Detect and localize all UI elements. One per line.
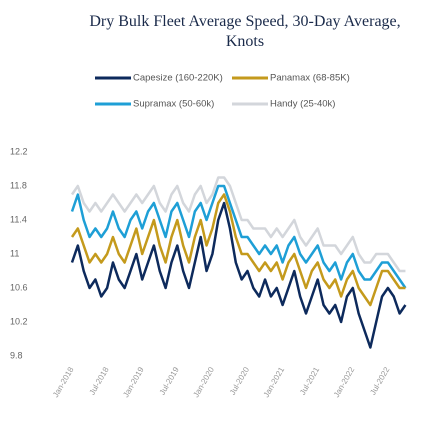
series-line bbox=[70, 184, 407, 289]
x-tick-label: Jul-2019 bbox=[158, 365, 181, 397]
y-tick-label: 11 bbox=[10, 248, 19, 258]
y-tick-label: 11.4 bbox=[10, 214, 27, 224]
x-tick-label: Jan-2019 bbox=[121, 365, 146, 399]
series-line bbox=[70, 201, 407, 349]
y-tick-label: 10.2 bbox=[10, 316, 28, 326]
legend-label: Supramax (50-60k) bbox=[133, 99, 214, 110]
y-tick-label: 11.8 bbox=[10, 180, 27, 190]
series-line bbox=[70, 193, 406, 307]
legend-label: Capesize (160-220K) bbox=[133, 73, 223, 84]
chart-title: Dry Bulk Fleet Average Speed, 30-Day Ave… bbox=[89, 13, 401, 50]
x-tick-label: Jul-2018 bbox=[88, 365, 111, 397]
y-tick-label: 9.8 bbox=[10, 350, 23, 360]
x-tick-label: Jan-2020 bbox=[191, 365, 216, 399]
y-tick-label: 10.6 bbox=[10, 282, 28, 292]
legend-label: Panamax (68-85K) bbox=[270, 73, 350, 84]
x-tick-label: Jan-2022 bbox=[332, 365, 357, 399]
x-tick-label: Jul-2021 bbox=[298, 365, 321, 397]
x-tick-label: Jan-2021 bbox=[262, 365, 287, 399]
x-tick-label: Jan-2018 bbox=[51, 365, 76, 399]
series-line bbox=[70, 176, 406, 273]
x-tick-label: Jul-2022 bbox=[368, 365, 391, 397]
y-tick-label: 12.2 bbox=[10, 146, 28, 156]
legend-label: Handy (25-40k) bbox=[270, 99, 335, 110]
x-tick-label: Jul-2020 bbox=[228, 365, 251, 397]
